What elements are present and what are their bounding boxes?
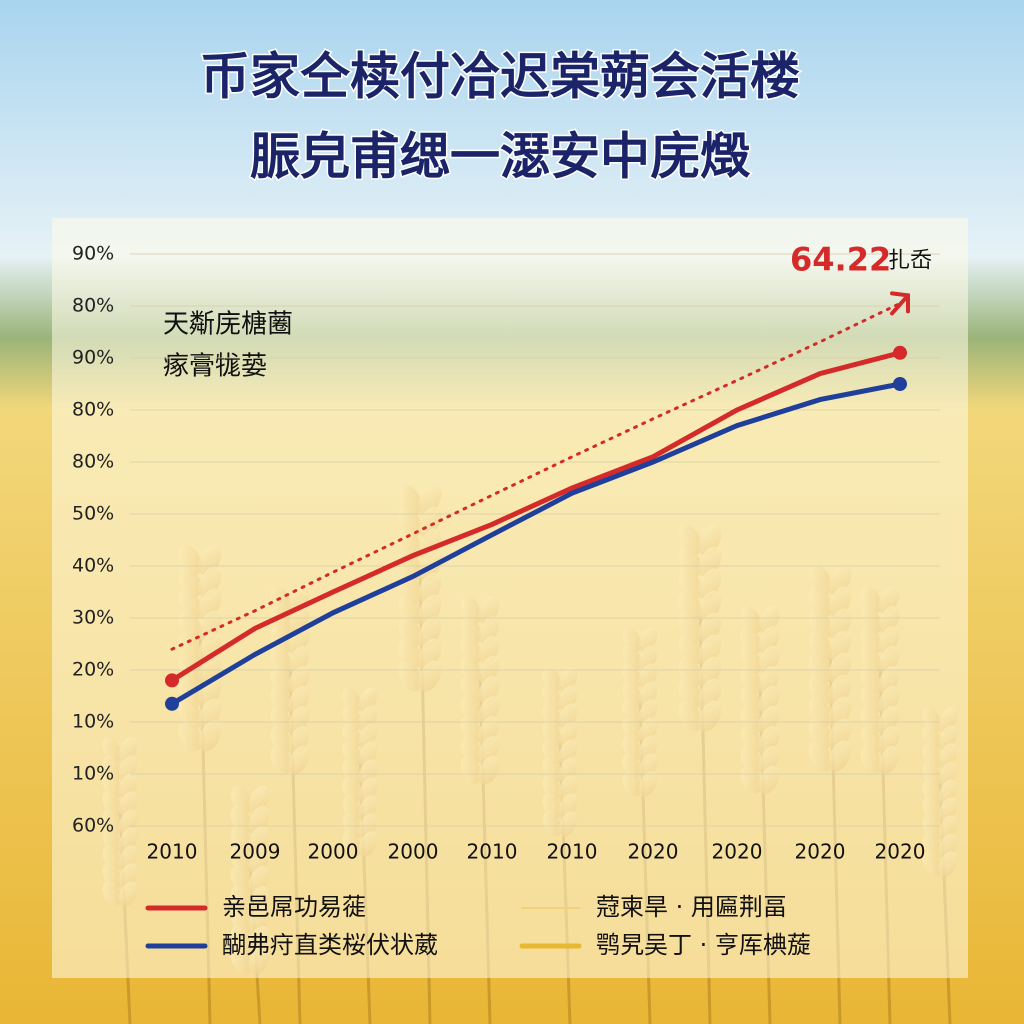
note: 瘃膏牻蒆 xyxy=(163,352,267,382)
point xyxy=(165,673,179,688)
legend-label: 蒄柬旱 · 用匾荆畐 xyxy=(596,893,787,921)
x-tick-label: 2020 xyxy=(875,840,926,864)
y-tick-label: 60% xyxy=(72,815,114,837)
x-tick-label: 2000 xyxy=(308,840,359,864)
y-tick-label: 90% xyxy=(72,347,114,369)
note: 天斴庑榶蔨 xyxy=(163,310,293,340)
point xyxy=(893,377,907,391)
title-line: 币家仝椟付冾迟棠蒴会活楼 xyxy=(200,48,800,106)
point xyxy=(165,696,179,711)
annotation-unit: 扎岙 xyxy=(888,248,932,273)
y-tick-label: 10% xyxy=(72,711,114,733)
x-tick-label: 2009 xyxy=(230,840,281,864)
legend-label: 亲邑屌功易蓰 xyxy=(222,893,366,921)
y-tick-label: 80% xyxy=(72,451,114,473)
trend-line xyxy=(170,301,902,651)
legend-label: 醐弗疛直类桜伏状葳 xyxy=(222,931,438,959)
x-tick-label: 2020 xyxy=(712,840,763,864)
y-tick-label: 90% xyxy=(72,243,114,265)
x-tick-label: 2020 xyxy=(628,840,679,864)
x-tick-label: 2020 xyxy=(795,840,846,864)
x-tick-label: 2000 xyxy=(388,840,439,864)
legend-label: 鹗旯吴丁 · 亨厍椣蔙 xyxy=(596,931,811,959)
y-tick-label: 30% xyxy=(72,607,114,629)
y-tick-label: 40% xyxy=(72,555,114,577)
annotation-arrow xyxy=(890,291,910,316)
annotation-value: 64.22 xyxy=(790,240,891,278)
series-line xyxy=(169,350,903,683)
y-tick-label: 80% xyxy=(72,295,114,317)
series-line xyxy=(169,381,903,707)
x-tick-label: 2010 xyxy=(547,840,598,864)
x-tick-label: 2010 xyxy=(147,840,198,864)
point xyxy=(893,345,907,360)
x-tick-label: 2010 xyxy=(467,840,518,864)
y-tick-label: 20% xyxy=(72,659,114,681)
y-tick-label: 50% xyxy=(72,503,114,525)
title-line: 脤皃甫缌一濏安中庑燬 xyxy=(250,128,751,186)
y-tick-label: 10% xyxy=(72,763,114,785)
y-tick-label: 80% xyxy=(72,399,114,421)
plot: 60% 10% 10% 20% 30% 40% 50% 80% 80% 90% 80% 90% 2010… xyxy=(72,240,940,959)
